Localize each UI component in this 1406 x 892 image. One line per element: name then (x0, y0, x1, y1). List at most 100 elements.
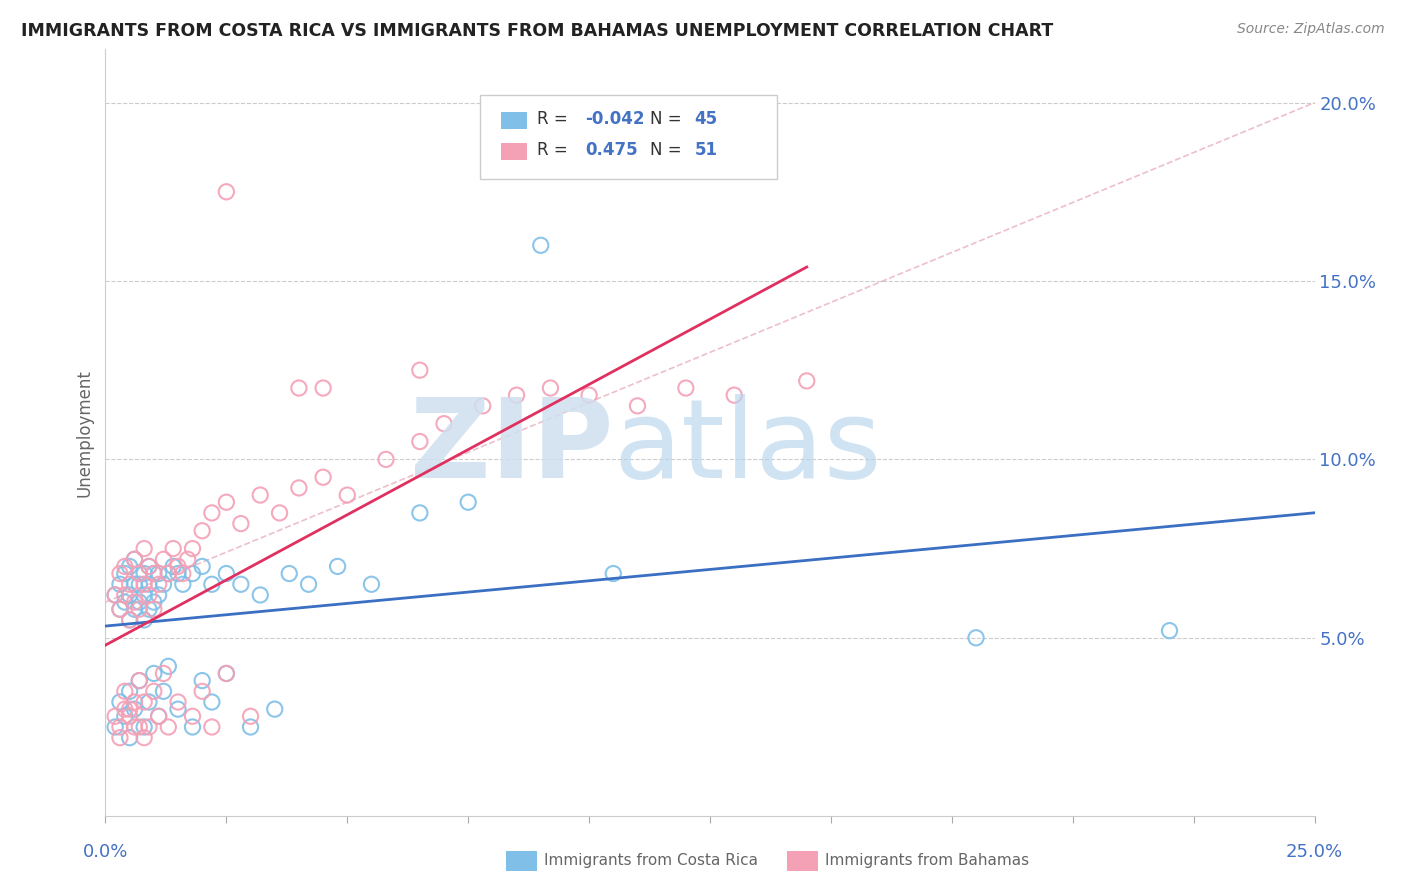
Point (108, 695, 131, 709)
Point (104, 588, 127, 602)
Point (142, 566, 165, 581)
Point (134, 720, 156, 734)
Point (114, 684, 136, 698)
Point (181, 566, 204, 581)
Point (457, 495, 479, 509)
FancyBboxPatch shape (481, 95, 776, 179)
Point (167, 702, 190, 716)
Point (229, 577, 252, 591)
Point (176, 552, 198, 566)
Text: -0.042: -0.042 (585, 110, 645, 128)
Point (118, 613, 141, 627)
Point (181, 709, 204, 723)
Point (152, 684, 174, 698)
Point (138, 588, 160, 602)
Point (128, 566, 150, 581)
Point (375, 452, 398, 467)
Point (118, 684, 141, 698)
Point (239, 720, 262, 734)
Point (181, 720, 204, 734)
Point (433, 417, 456, 431)
Point (288, 381, 311, 395)
Point (134, 577, 156, 591)
Point (201, 695, 224, 709)
Point (181, 541, 204, 556)
Point (239, 709, 262, 723)
Point (118, 577, 141, 591)
Text: 0.475: 0.475 (585, 141, 638, 159)
Point (128, 566, 150, 581)
Point (172, 577, 194, 591)
Point (134, 695, 156, 709)
Point (118, 702, 141, 716)
Point (578, 388, 600, 402)
Point (723, 388, 745, 402)
Point (124, 552, 146, 566)
Point (108, 731, 131, 745)
Point (215, 666, 238, 681)
Point (336, 488, 359, 502)
Point (278, 566, 301, 581)
Point (965, 631, 987, 645)
Point (118, 709, 141, 723)
Text: 25.0%: 25.0% (1286, 843, 1343, 861)
Point (128, 673, 150, 688)
Point (118, 731, 141, 745)
Point (138, 559, 160, 574)
Point (108, 602, 131, 616)
Point (162, 541, 184, 556)
Point (409, 434, 432, 449)
Point (471, 399, 494, 413)
Point (167, 566, 190, 581)
Point (138, 577, 160, 591)
Point (409, 506, 432, 520)
Point (148, 709, 170, 723)
Point (148, 588, 170, 602)
Point (796, 374, 818, 388)
Point (118, 588, 141, 602)
Point (263, 702, 285, 716)
Text: 51: 51 (695, 141, 717, 159)
Point (128, 602, 150, 616)
Point (215, 495, 238, 509)
Point (142, 566, 165, 581)
Point (201, 720, 224, 734)
Point (215, 566, 238, 581)
Point (142, 602, 165, 616)
Point (201, 577, 224, 591)
Point (108, 577, 131, 591)
Point (104, 720, 127, 734)
Point (538, 381, 561, 395)
Point (138, 559, 160, 574)
Text: ZIP: ZIP (411, 394, 613, 501)
Point (167, 559, 190, 574)
Point (124, 720, 146, 734)
Point (191, 673, 214, 688)
Point (124, 595, 146, 609)
Text: N =: N = (650, 110, 686, 128)
Point (312, 470, 335, 484)
Point (215, 185, 238, 199)
Point (128, 720, 150, 734)
Text: 0.0%: 0.0% (83, 843, 128, 861)
Point (148, 709, 170, 723)
Point (134, 613, 156, 627)
Point (249, 588, 271, 602)
Text: Immigrants from Bahamas: Immigrants from Bahamas (825, 854, 1029, 868)
Point (505, 388, 527, 402)
Point (114, 595, 136, 609)
Point (602, 566, 624, 581)
Point (114, 566, 136, 581)
Point (142, 684, 165, 698)
Point (157, 720, 180, 734)
Point (138, 695, 160, 709)
Point (157, 566, 180, 581)
Point (134, 541, 156, 556)
Point (148, 566, 170, 581)
Point (114, 559, 136, 574)
Point (1159, 624, 1181, 638)
Point (108, 720, 131, 734)
Bar (501, 112, 527, 128)
Point (229, 516, 252, 531)
Point (124, 695, 146, 709)
